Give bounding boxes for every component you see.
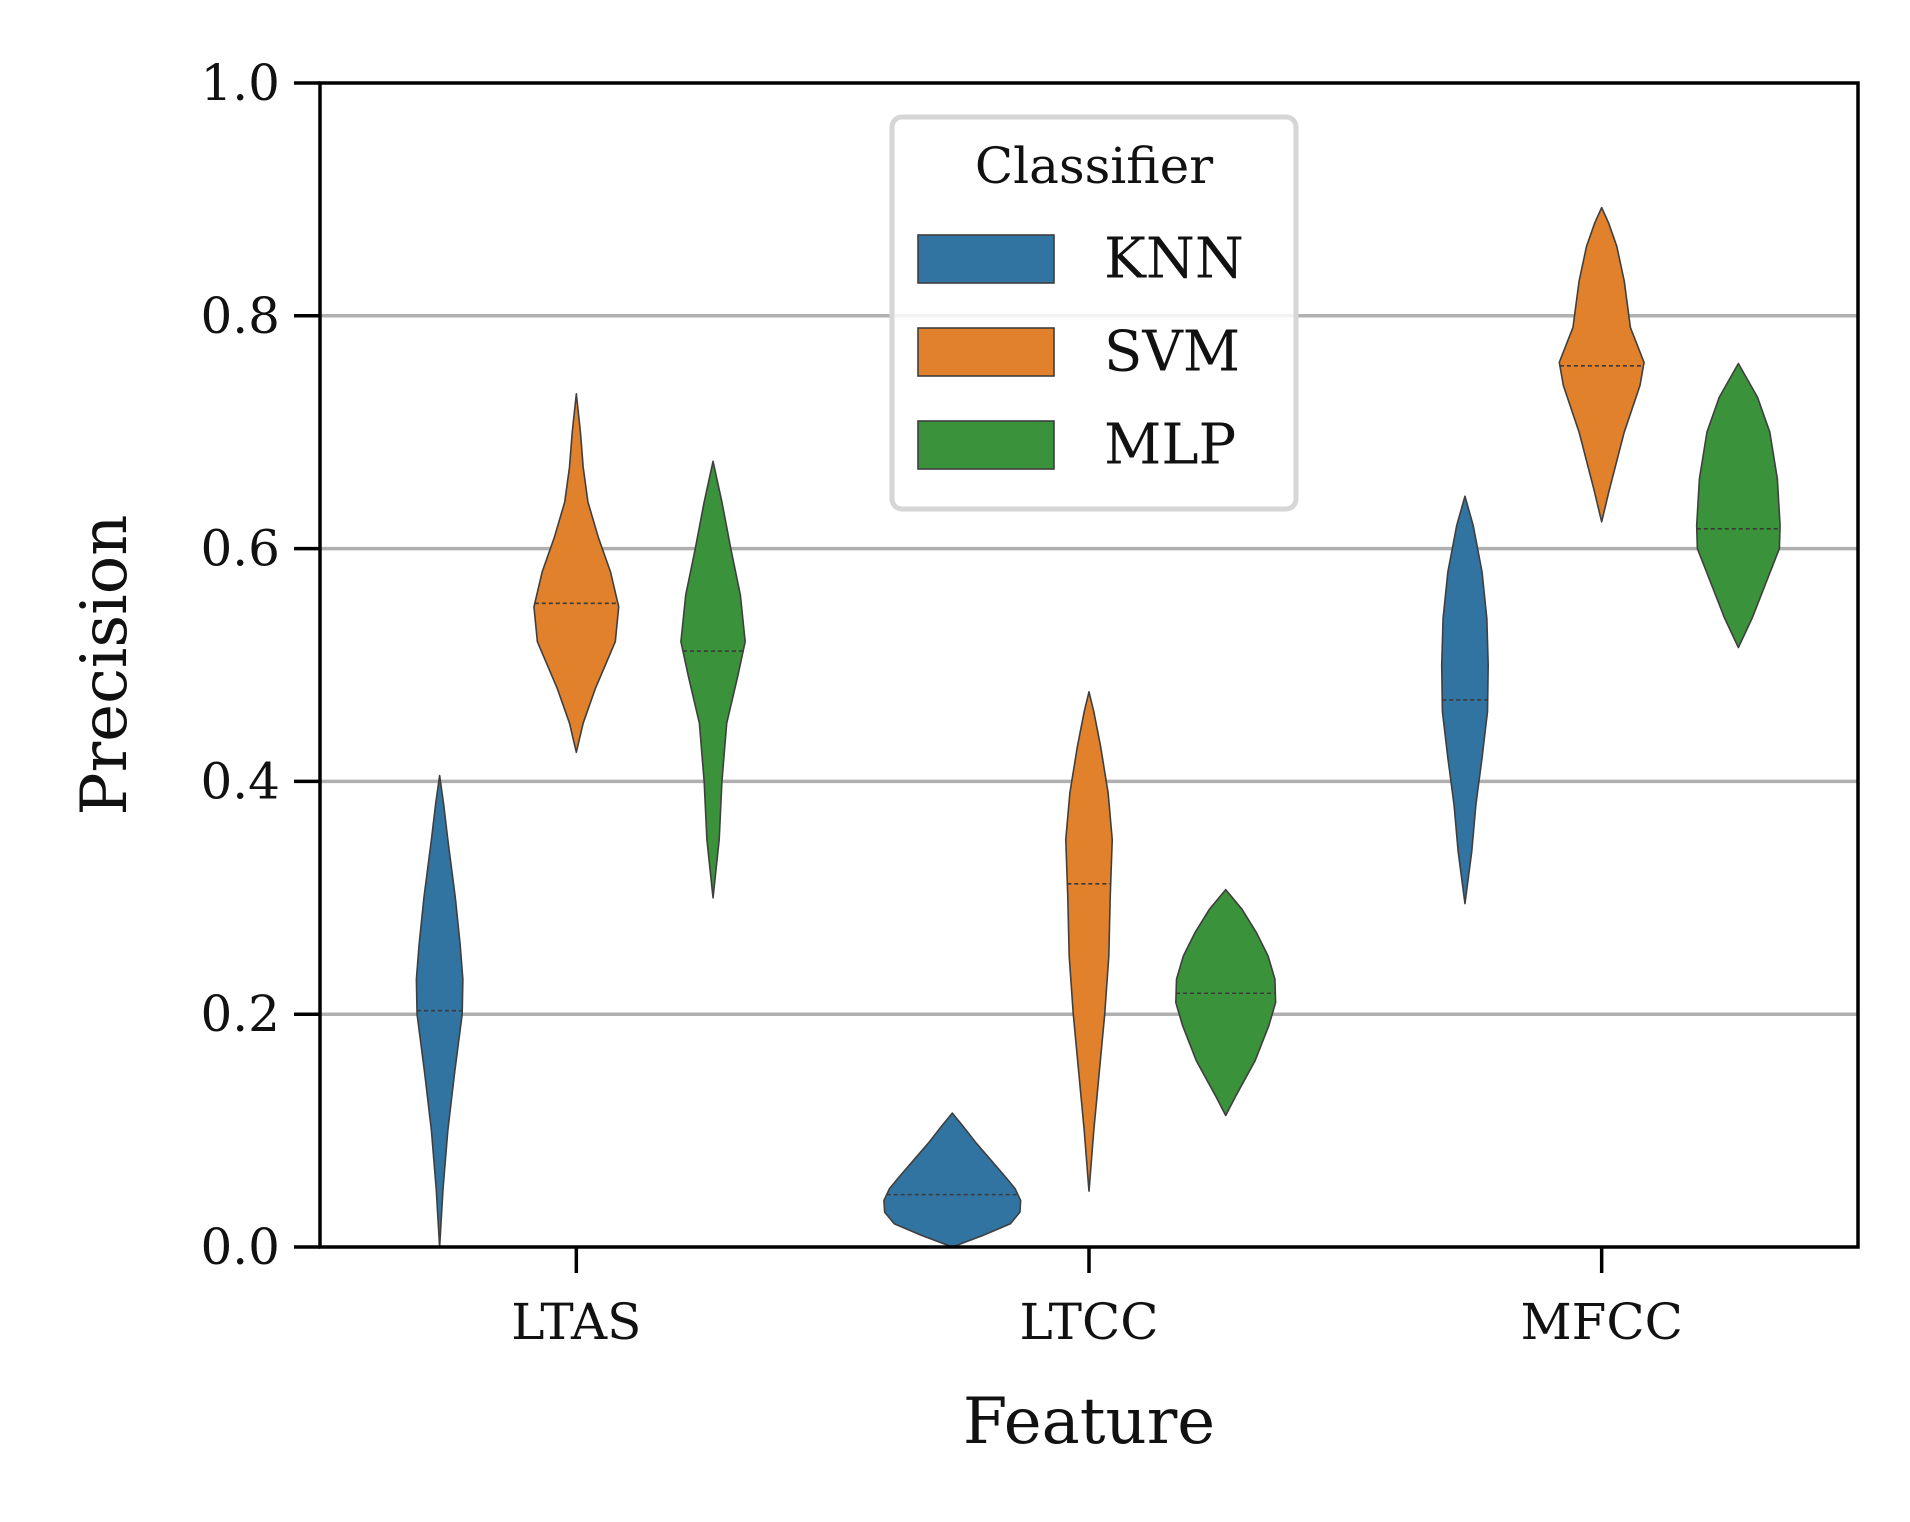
violin-svm-ltcc bbox=[1064, 690, 1114, 1192]
y-tick-label-1: 0.2 bbox=[200, 985, 280, 1043]
legend: Classifier KNN SVM MLP bbox=[889, 114, 1299, 512]
legend-swatch-knn bbox=[917, 234, 1055, 284]
legend-box bbox=[889, 114, 1299, 512]
x-tick-label-1: LTCC bbox=[1020, 1293, 1159, 1351]
axes: 0.0 0.2 0.4 0.6 0.8 1.0 LTAS LTCC MFCC Feature Pre… bbox=[68, 54, 1860, 1459]
x-tick-label-0: LTAS bbox=[511, 1293, 641, 1351]
legend-swatch-svm bbox=[917, 327, 1055, 377]
y-tick-label-3: 0.6 bbox=[200, 520, 280, 578]
violins bbox=[415, 206, 1781, 1248]
legend-label-svm: SVM bbox=[1104, 320, 1240, 385]
y-tick-label-4: 0.8 bbox=[200, 287, 280, 345]
x-axis-label: Feature bbox=[963, 1385, 1215, 1459]
x-tick-label-2: MFCC bbox=[1520, 1293, 1682, 1351]
violin-knn-ltcc bbox=[883, 1112, 1022, 1248]
y-tick-label-5: 1.0 bbox=[200, 54, 280, 112]
legend-swatch-mlp bbox=[917, 420, 1055, 470]
violin-svm-mfcc bbox=[1558, 206, 1645, 523]
y-axis-label: Precision bbox=[68, 515, 142, 816]
legend-label-knn: KNN bbox=[1104, 227, 1244, 292]
legend-label-mlp: MLP bbox=[1104, 413, 1236, 478]
violin-mlp-ltcc bbox=[1175, 888, 1277, 1117]
violin-mlp-ltas bbox=[680, 460, 746, 899]
violin-svm-ltas bbox=[533, 392, 620, 754]
legend-title: Classifier bbox=[975, 137, 1213, 195]
violin-mlp-mfcc bbox=[1695, 362, 1781, 649]
y-tick-label-2: 0.4 bbox=[200, 752, 280, 810]
y-tick-label-0: 0.0 bbox=[200, 1218, 280, 1276]
